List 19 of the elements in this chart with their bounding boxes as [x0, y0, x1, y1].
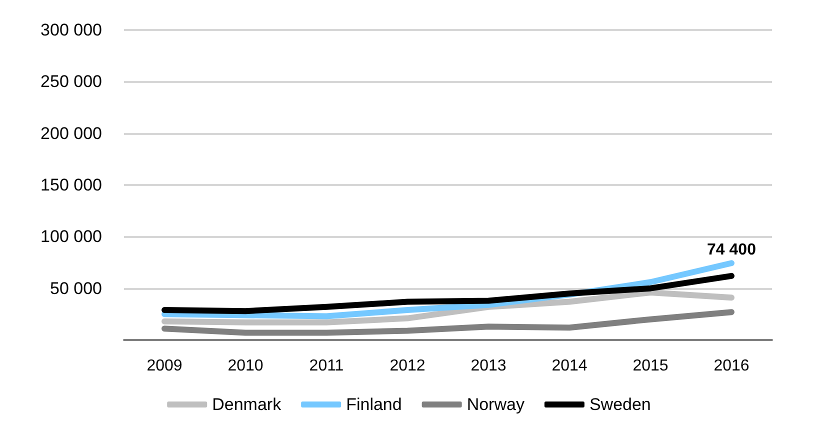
x-tick-label: 2015: [632, 358, 668, 374]
y-tick-label: 300 000: [40, 20, 102, 40]
x-tick-label: 2016: [714, 358, 750, 374]
legend-label: Denmark: [212, 395, 282, 414]
y-tick-label: 250 000: [40, 72, 102, 92]
x-tick-label: 2011: [309, 358, 344, 374]
y-tick-label: 150 000: [40, 176, 102, 194]
legend-label: Sweden: [589, 395, 651, 414]
x-tick-label: 2012: [390, 358, 426, 374]
data-label: 74 400: [707, 242, 756, 259]
legend-label: Finland: [346, 395, 402, 414]
x-tick-label: 2010: [228, 358, 264, 374]
x-tick-label: 2013: [470, 358, 506, 374]
y-tick-label: 100 000: [40, 227, 102, 246]
legend-label: Norway: [466, 395, 525, 414]
x-tick-label: 2014: [552, 358, 588, 374]
y-tick-label: 200 000: [40, 124, 102, 143]
y-tick-label: 50 000: [50, 278, 102, 298]
x-tick-label: 2009: [146, 358, 182, 374]
